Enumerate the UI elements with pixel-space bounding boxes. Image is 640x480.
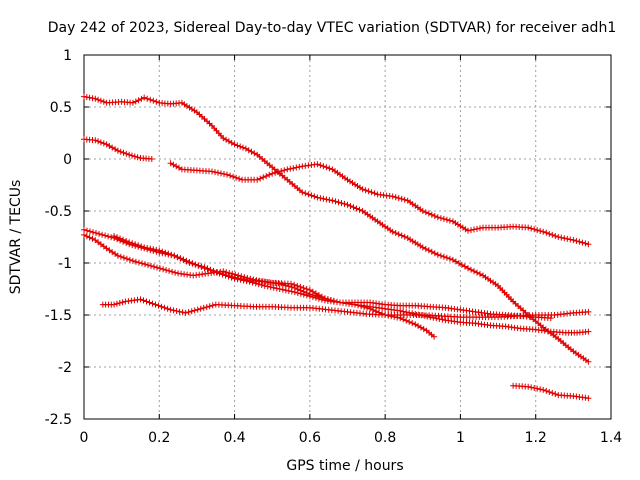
y-tick-label: -1.5 — [45, 308, 72, 324]
data-series — [81, 93, 592, 402]
x-tick-label: 0.6 — [299, 430, 321, 446]
y-tick-label: -2 — [58, 360, 72, 376]
series-markers — [111, 233, 554, 322]
plot-frame — [83, 54, 612, 420]
x-tick-label: 0.8 — [374, 430, 396, 446]
series-track-e — [81, 231, 592, 336]
series-markers — [81, 93, 592, 365]
series-markers — [81, 136, 155, 162]
x-tick-label: 0.4 — [223, 430, 245, 446]
series-track-c — [167, 160, 592, 248]
axis-ticks: 0 0.2 0.4 0.6 0.8 1 1.2 1.4 -2.5 -2 -1.5 -1 -0.5 0 0.5… — [45, 48, 623, 446]
y-tick-label: -0.5 — [45, 204, 72, 220]
y-tick-label: 1 — [63, 48, 72, 64]
series-track-b — [81, 136, 155, 162]
chart-title: Day 242 of 2023, Sidereal Day-to-day VTE… — [48, 20, 616, 36]
series-track-g — [111, 233, 554, 322]
y-tick-label: 0 — [63, 152, 72, 168]
x-tick-label: 1.2 — [525, 430, 547, 446]
series-track-h — [510, 382, 592, 402]
y-axis-label: SDTVAR / TECUs — [8, 180, 24, 295]
grid — [84, 55, 611, 419]
x-tick-label: 1 — [456, 430, 465, 446]
y-tick-label: 0.5 — [50, 100, 72, 116]
y-tick-label: -1 — [58, 256, 72, 272]
series-markers — [81, 231, 592, 336]
series-markers — [510, 382, 592, 402]
x-tick-label: 0.2 — [148, 430, 170, 446]
x-axis-label: GPS time / hours — [286, 458, 403, 474]
series-markers — [167, 160, 592, 248]
series-track-a — [81, 93, 592, 365]
x-tick-label: 0 — [80, 430, 89, 446]
y-tick-label: -2.5 — [45, 412, 72, 428]
x-tick-label: 1.4 — [600, 430, 622, 446]
